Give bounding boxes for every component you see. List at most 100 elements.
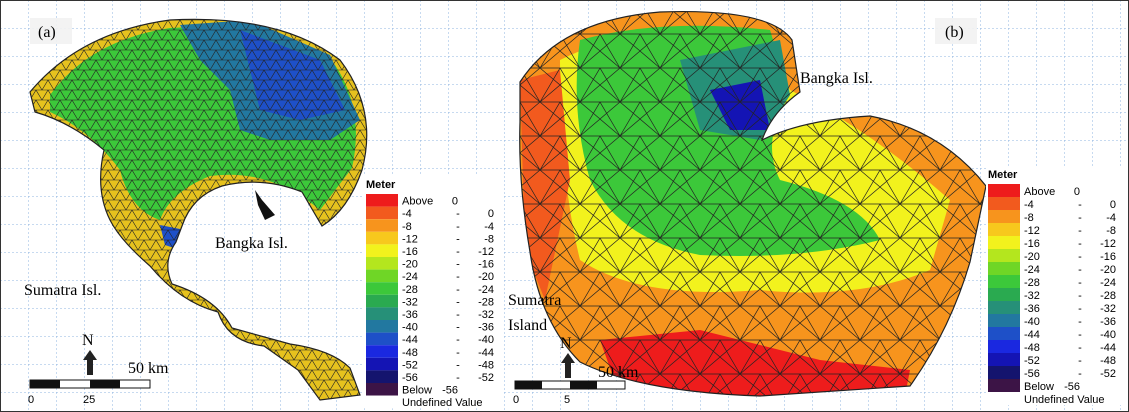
- legend-name: -36: [402, 309, 418, 321]
- legend-name: -4: [1024, 199, 1034, 211]
- legend-name: -52: [402, 359, 418, 371]
- legend-to: -20: [1100, 264, 1116, 276]
- legend-from: -: [456, 359, 460, 371]
- legend-swatch: [366, 358, 398, 371]
- legend-swatch: [988, 275, 1020, 288]
- place-label: Bangka Isl.: [800, 70, 873, 87]
- legend-swatch: [988, 288, 1020, 301]
- legend-from: -: [456, 259, 460, 271]
- legend-name: -16: [402, 246, 418, 258]
- legend-name: -24: [402, 271, 418, 283]
- legend-from: -: [1078, 368, 1082, 380]
- scale-label: 50 km: [128, 360, 169, 377]
- legend-name: -44: [402, 334, 418, 346]
- legend-to: -44: [1100, 342, 1116, 354]
- legend-from: -: [1078, 238, 1082, 250]
- legend-swatch: [988, 197, 1020, 210]
- legend-from: -: [1078, 303, 1082, 315]
- legend-from: -: [1078, 212, 1082, 224]
- legend-to: -4: [1106, 212, 1116, 224]
- place-label: Sumatra Isl.: [24, 282, 101, 299]
- legend-name: -40: [402, 322, 418, 334]
- panel-label: (a): [38, 24, 56, 41]
- legend-swatch: [366, 219, 398, 232]
- legend-to: -44: [478, 347, 494, 359]
- legend-swatch: [366, 295, 398, 308]
- legend-to: 0: [1110, 199, 1116, 211]
- legend-swatch: [366, 345, 398, 358]
- legend-from: -: [456, 347, 460, 359]
- legend-name: -44: [1024, 329, 1040, 341]
- legend-from: -: [456, 233, 460, 245]
- legend-swatch: [366, 232, 398, 245]
- legend-from: -: [1078, 329, 1082, 341]
- legend-to: -48: [478, 359, 494, 371]
- legend-name: -8: [1024, 212, 1034, 224]
- legend-to: -24: [1100, 277, 1116, 289]
- legend-from: -: [456, 296, 460, 308]
- legend-from: -: [456, 322, 460, 334]
- legend-name: -52: [1024, 355, 1040, 367]
- legend-swatch: [366, 383, 398, 396]
- legend-swatch: [366, 194, 398, 207]
- figure: (a) Sumatra Isl. Bangka Isl. N 50 km 0 2…: [0, 0, 1129, 412]
- legend-swatch: [988, 262, 1020, 275]
- legend-swatch: [988, 353, 1020, 366]
- scale-label: 50 km: [598, 364, 639, 381]
- legend-from: -: [456, 284, 460, 296]
- legend-name: Undefined Value: [1024, 394, 1105, 406]
- legend-title: Meter: [366, 179, 396, 191]
- legend-swatch: [988, 249, 1020, 262]
- legend-swatch: [988, 340, 1020, 353]
- legend-from: -56: [442, 385, 458, 397]
- legend-from: -: [456, 372, 460, 384]
- legend-swatch: [366, 207, 398, 220]
- legend-name: Below: [402, 385, 432, 397]
- legend-name: Undefined Value: [402, 397, 483, 409]
- legend-to: -8: [484, 233, 494, 245]
- legend-name: Above: [402, 196, 433, 208]
- legend-from: 0: [452, 196, 458, 208]
- scale-tick: 5: [564, 394, 570, 406]
- legend-name: -56: [1024, 368, 1040, 380]
- legend-to: -28: [1100, 290, 1116, 302]
- legend-name: -20: [1024, 251, 1040, 263]
- legend-from: -: [1078, 251, 1082, 263]
- legend-name: -20: [402, 259, 418, 271]
- legend-swatch: [988, 327, 1020, 340]
- legend-swatch: [988, 236, 1020, 249]
- legend-swatch: [366, 320, 398, 333]
- legend-from: -: [1078, 264, 1082, 276]
- legend-from: -: [456, 271, 460, 283]
- legend-name: -48: [1024, 342, 1040, 354]
- legend-to: -40: [1100, 329, 1116, 341]
- legend-to: -16: [478, 259, 494, 271]
- legend-swatch: [988, 379, 1020, 392]
- legend-swatch: [366, 307, 398, 320]
- legend-from: -56: [1064, 381, 1080, 393]
- legend-to: -32: [1100, 303, 1116, 315]
- legend-to: -48: [1100, 355, 1116, 367]
- legend-name: -36: [1024, 303, 1040, 315]
- legend-name: -32: [1024, 290, 1040, 302]
- legend-to: -36: [478, 322, 494, 334]
- legend-to: -12: [478, 246, 494, 258]
- place-label: Bangka Isl.: [215, 235, 288, 252]
- legend-name: -8: [402, 221, 412, 233]
- legend-name: -4: [402, 208, 412, 220]
- legend-swatch: [988, 301, 1020, 314]
- legend-name: -40: [1024, 316, 1040, 328]
- scale-tick: 0: [513, 394, 519, 406]
- legend-from: -: [1078, 277, 1082, 289]
- legend-from: -: [1078, 355, 1082, 367]
- legend-swatch: [366, 396, 398, 409]
- legend-to: -16: [1100, 251, 1116, 263]
- legend-name: -16: [1024, 238, 1040, 250]
- legend-to: -28: [478, 296, 494, 308]
- legend-swatch: [988, 366, 1020, 379]
- legend-swatch: [366, 370, 398, 383]
- legend-from: -: [456, 208, 460, 220]
- legend-to: -52: [1100, 368, 1116, 380]
- panel-label: (b): [945, 24, 964, 41]
- legend-to: -36: [1100, 316, 1116, 328]
